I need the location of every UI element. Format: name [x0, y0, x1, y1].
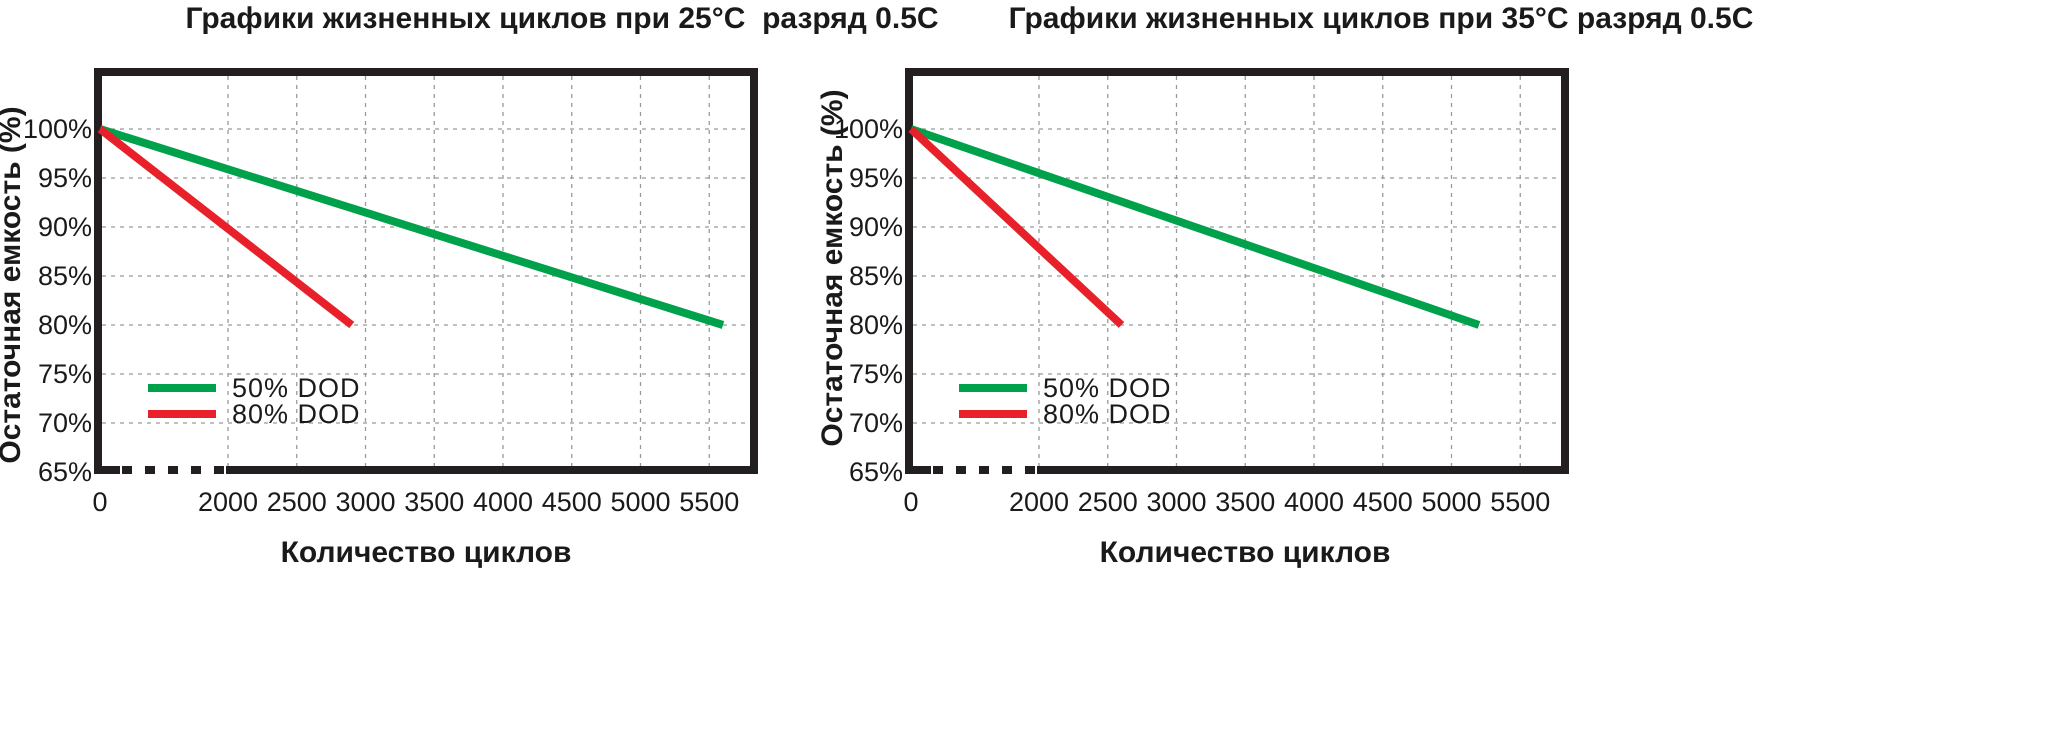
y-tick-label: 90% — [38, 212, 92, 242]
series-line — [908, 126, 1125, 328]
legend-label: 80% DOD — [232, 399, 361, 429]
x-tick-label: 3000 — [335, 487, 395, 517]
x-axis-break — [120, 465, 226, 475]
x-axis-break-dot — [168, 466, 178, 474]
y-tick-label: 80% — [849, 310, 903, 340]
x-axis-break-dot — [122, 466, 132, 474]
x-tick-label: 2000 — [1009, 487, 1069, 517]
y-tick-label: 80% — [38, 310, 92, 340]
x-tick-label: 5500 — [679, 487, 739, 517]
y-tick-label: 85% — [38, 261, 92, 291]
y-tick-label: 85% — [849, 261, 903, 291]
x-tick-label: 4500 — [542, 487, 602, 517]
x-axis-break-dot — [1025, 466, 1035, 474]
x-axis-break-dot — [979, 466, 989, 474]
y-tick-label: 95% — [38, 163, 92, 193]
plot-frame — [905, 68, 1569, 474]
plot-frame — [94, 68, 758, 474]
x-tick-label: 4000 — [1284, 487, 1344, 517]
chart-35c: Графики жизненных циклов при 35°C разряд… — [816, 2, 1753, 569]
series-line — [909, 125, 1481, 329]
x-axis-break — [931, 465, 1037, 475]
y-tick-label: 100% — [834, 114, 903, 144]
x-axis-break-dot — [191, 466, 201, 474]
chart-25c: Графики жизненных циклов при 25°C разряд… — [0, 2, 939, 569]
y-tick-label: 90% — [849, 212, 903, 242]
x-tick-label: 4000 — [473, 487, 533, 517]
x-axis-label: Количество циклов — [1100, 536, 1391, 569]
y-tick-label: 70% — [849, 408, 903, 438]
y-axis-label: Остаточная емкость (%) — [816, 89, 849, 446]
x-tick-label: 0 — [903, 487, 918, 517]
y-tick-label: 75% — [849, 359, 903, 389]
x-axis-label: Количество циклов — [281, 536, 572, 569]
legend-label: 50% DOD — [1043, 373, 1172, 403]
x-tick-label: 2500 — [267, 487, 327, 517]
x-axis-break-dot — [214, 466, 224, 474]
y-tick-label: 100% — [23, 114, 92, 144]
y-tick-label: 70% — [38, 408, 92, 438]
legend-label: 50% DOD — [232, 373, 361, 403]
x-tick-label: 5000 — [1421, 487, 1481, 517]
series-line — [98, 125, 725, 329]
chart-title: Графики жизненных циклов при 25°C разряд… — [185, 2, 938, 35]
x-tick-label: 3500 — [1215, 487, 1275, 517]
x-tick-label: 4500 — [1353, 487, 1413, 517]
y-tick-label: 95% — [849, 163, 903, 193]
x-tick-label: 2500 — [1078, 487, 1138, 517]
y-tick-label: 65% — [849, 457, 903, 487]
x-tick-label: 0 — [92, 487, 107, 517]
x-axis-break-dot — [145, 466, 155, 474]
x-axis-break-dot — [1002, 466, 1012, 474]
chart-title: Графики жизненных циклов при 35°C разряд… — [1009, 2, 1754, 35]
x-tick-label: 5500 — [1490, 487, 1550, 517]
y-tick-label: 75% — [38, 359, 92, 389]
y-axis-label: Остаточная емкость (%) — [0, 106, 27, 463]
x-tick-label: 2000 — [198, 487, 258, 517]
x-tick-label: 5000 — [610, 487, 670, 517]
y-tick-label: 65% — [38, 457, 92, 487]
series-line — [97, 125, 355, 329]
x-tick-label: 3000 — [1146, 487, 1206, 517]
x-axis-break-dot — [933, 466, 943, 474]
legend-label: 80% DOD — [1043, 399, 1172, 429]
x-axis-break-dot — [956, 466, 966, 474]
x-tick-label: 3500 — [404, 487, 464, 517]
